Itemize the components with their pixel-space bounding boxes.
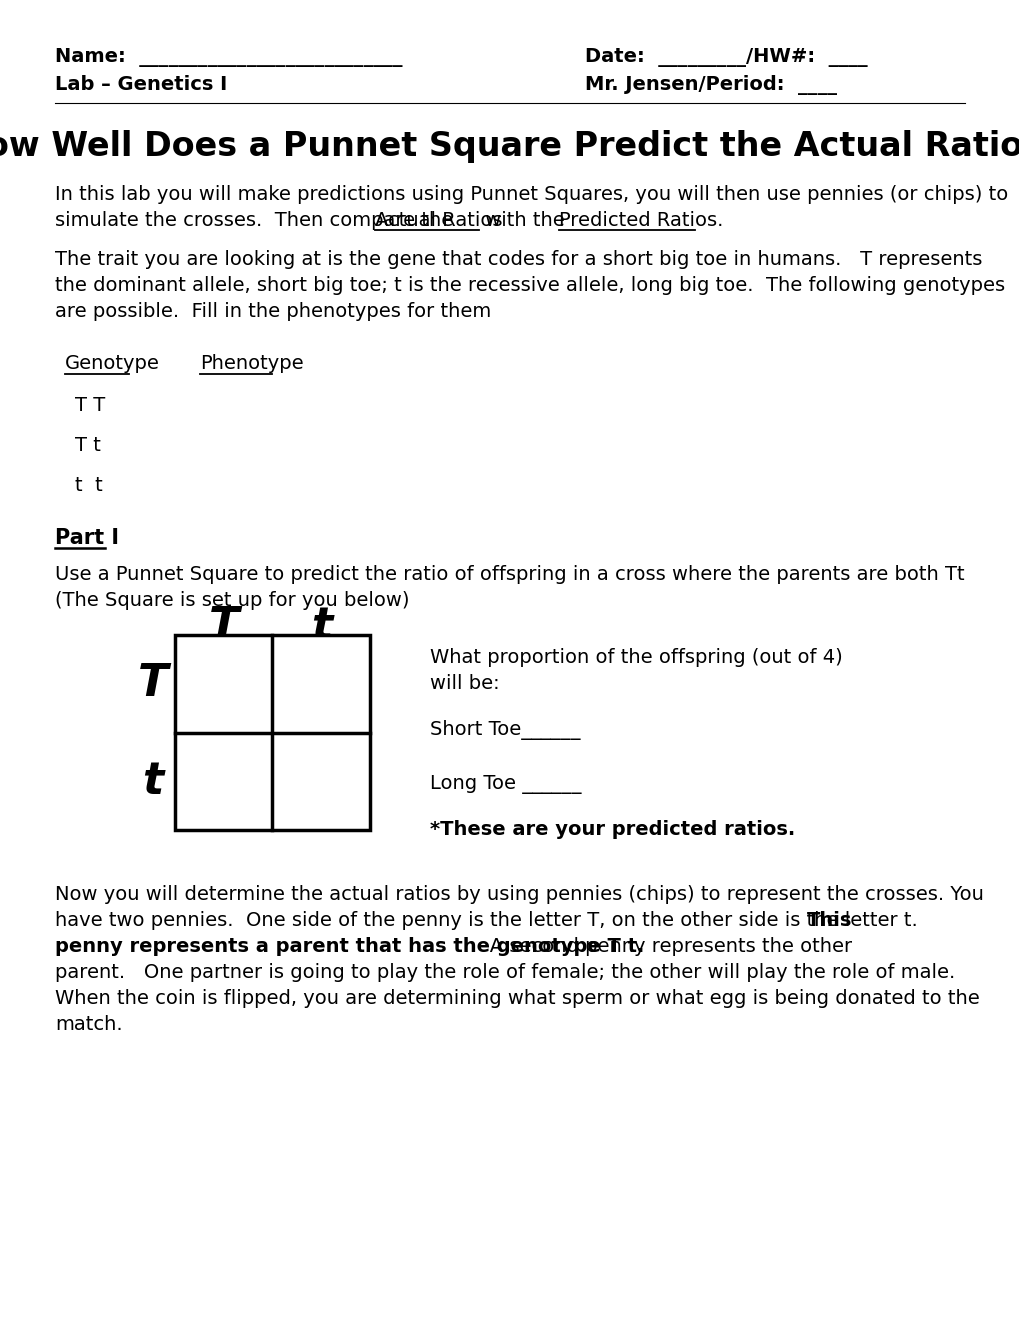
Text: will be:: will be: [430, 675, 499, 693]
Text: with the: with the [479, 211, 571, 230]
Text: t: t [311, 605, 331, 648]
Text: Use a Punnet Square to predict the ratio of offspring in a cross where the paren: Use a Punnet Square to predict the ratio… [55, 565, 964, 583]
Text: Mr. Jensen/Period:  ____: Mr. Jensen/Period: ____ [585, 75, 837, 95]
Text: Phenotype: Phenotype [200, 354, 304, 374]
Text: T t: T t [75, 436, 101, 455]
Text: Long Toe ______: Long Toe ______ [430, 775, 581, 795]
Text: penny represents a parent that has the genotype T t.: penny represents a parent that has the g… [55, 937, 644, 956]
Text: Genotype: Genotype [65, 354, 160, 374]
Text: Lab – Genetics I: Lab – Genetics I [55, 75, 227, 94]
Text: In this lab you will make predictions using Punnet Squares, you will then use pe: In this lab you will make predictions us… [55, 185, 1007, 205]
Text: the dominant allele, short big toe; t is the recessive allele, long big toe.  Th: the dominant allele, short big toe; t is… [55, 276, 1004, 294]
Bar [175, 635, 370, 830]
Text: Now you will determine the actual ratios by using pennies (chips) to represent t: Now you will determine the actual ratios… [55, 884, 983, 904]
Text: The trait you are looking at is the gene that codes for a short big toe in human: The trait you are looking at is the gene… [55, 249, 981, 269]
Text: T: T [138, 663, 168, 705]
Text: What proportion of the offspring (out of 4): What proportion of the offspring (out of… [430, 648, 842, 667]
Text: (The Square is set up for you below): (The Square is set up for you below) [55, 591, 409, 610]
Text: Predicted Ratios.: Predicted Ratios. [558, 211, 722, 230]
Text: Part I: Part I [55, 528, 119, 548]
Text: T: T [208, 605, 238, 648]
Text: This: This [806, 911, 852, 931]
Text: Short Toe______: Short Toe______ [430, 719, 580, 741]
Text: simulate the crosses.  Then compare the: simulate the crosses. Then compare the [55, 211, 459, 230]
Text: Actual Ratios: Actual Ratios [375, 211, 502, 230]
Text: A second penny represents the other: A second penny represents the other [471, 937, 851, 956]
Text: are possible.  Fill in the phenotypes for them: are possible. Fill in the phenotypes for… [55, 302, 491, 321]
Text: parent.   One partner is going to play the role of female; the other will play t: parent. One partner is going to play the… [55, 964, 955, 982]
Text: t  t: t t [75, 477, 103, 495]
Text: How Well Does a Punnet Square Predict the Actual Ratios?: How Well Does a Punnet Square Predict th… [0, 129, 1019, 162]
Text: Date:  _________/HW#:  ____: Date: _________/HW#: ____ [585, 48, 867, 67]
Text: Name:  ___________________________: Name: ___________________________ [55, 48, 403, 67]
Text: T T: T T [75, 396, 105, 414]
Text: t: t [143, 760, 163, 803]
Text: When the coin is flipped, you are determining what sperm or what egg is being do: When the coin is flipped, you are determ… [55, 989, 979, 1008]
Text: match.: match. [55, 1015, 122, 1034]
Text: have two pennies.  One side of the penny is the letter T, on the other side is t: have two pennies. One side of the penny … [55, 911, 929, 931]
Text: *These are your predicted ratios.: *These are your predicted ratios. [430, 820, 795, 840]
